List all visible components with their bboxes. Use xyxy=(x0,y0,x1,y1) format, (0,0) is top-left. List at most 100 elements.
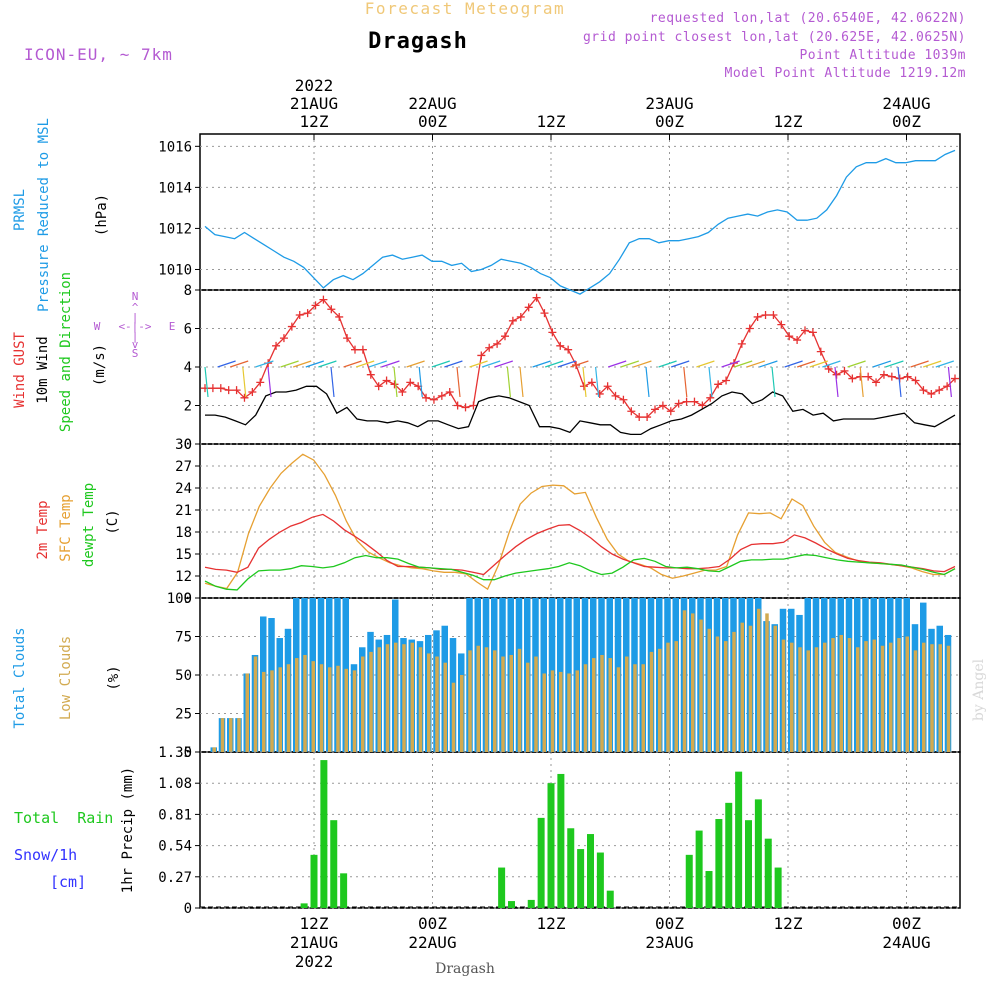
wind-line xyxy=(205,385,956,436)
low-cloud-bar xyxy=(402,644,406,752)
low-cloud-bar xyxy=(897,638,901,752)
wind-arrow-icon xyxy=(771,366,776,398)
gust-point xyxy=(848,374,857,383)
low-cloud-bar xyxy=(699,619,703,752)
wind-arrow-icon xyxy=(381,360,400,368)
x-bottom-label: 2022 xyxy=(295,952,334,971)
wind-arrow-icon xyxy=(582,366,587,398)
gust-point xyxy=(256,378,265,387)
low-cloud-bar xyxy=(707,628,711,752)
low-cloud-bar xyxy=(847,638,852,752)
gust-line xyxy=(205,296,956,418)
gust-point xyxy=(579,382,588,391)
low-cloud-bar xyxy=(509,654,513,752)
low-cloud-bar xyxy=(245,673,249,752)
rain-bar xyxy=(557,773,565,908)
low-cloud-bar xyxy=(633,664,637,752)
gust-point xyxy=(722,376,731,385)
gust-point xyxy=(216,384,225,393)
gust-point xyxy=(824,364,833,373)
gust-point xyxy=(351,345,359,354)
x-bottom-label: 12Z xyxy=(300,914,329,933)
wind-arrow-icon xyxy=(608,360,627,368)
low-cloud-bar xyxy=(806,650,810,752)
y-tick-label-0: 1012 xyxy=(158,221,192,237)
low-cloud-bar xyxy=(517,648,522,752)
gust-point xyxy=(651,405,659,414)
low-cloud-bar xyxy=(220,718,225,752)
low-cloud-bar xyxy=(798,647,802,752)
gust-point xyxy=(516,312,525,321)
gust-point xyxy=(461,403,470,412)
gust-point xyxy=(935,386,944,395)
gust-point xyxy=(698,401,707,410)
wind-arrow-icon xyxy=(230,360,249,368)
x-top-label: 00Z xyxy=(418,112,447,131)
gust-point xyxy=(927,389,936,398)
gust-point xyxy=(793,336,802,345)
gust-point xyxy=(469,401,478,410)
low-cloud-bar xyxy=(823,642,827,752)
wind-arrow-icon xyxy=(393,366,398,398)
wind-arrow-icon xyxy=(431,360,450,368)
gust-point xyxy=(335,312,344,321)
low-cloud-bar xyxy=(550,670,555,752)
y-tick-label-2: 24 xyxy=(175,481,192,497)
rain-bar xyxy=(330,820,338,908)
low-cloud-bar xyxy=(724,641,728,752)
low-cloud-bar xyxy=(856,647,860,752)
gust-point xyxy=(856,372,865,381)
y-tick-label-2: 12 xyxy=(175,569,192,585)
wind-arrow-icon xyxy=(847,360,866,368)
wind-arrow-icon xyxy=(696,360,715,368)
wind-arrow-icon xyxy=(923,360,942,368)
low-cloud-bar xyxy=(385,644,390,752)
x-top-label: 24AUG xyxy=(882,94,930,113)
low-cloud-bar xyxy=(682,610,687,752)
gust-point xyxy=(303,309,312,318)
gust-point xyxy=(737,339,746,348)
wind-arrow-icon xyxy=(645,366,650,398)
gust-point xyxy=(232,386,241,395)
gust-point xyxy=(864,372,873,381)
low-cloud-bar xyxy=(352,670,357,752)
gust-point xyxy=(343,334,352,343)
gust-point xyxy=(840,366,849,375)
gust-point xyxy=(390,380,399,389)
gust-point xyxy=(406,378,415,387)
low-cloud-bar xyxy=(493,650,497,752)
gust-point xyxy=(564,345,573,354)
low-cloud-bar xyxy=(930,644,934,752)
wind-arrow-icon xyxy=(305,360,324,368)
gust-point xyxy=(666,407,675,416)
gust-point xyxy=(872,378,881,387)
gust-point xyxy=(319,295,328,304)
low-cloud-bar xyxy=(295,658,299,752)
wind-arrow-icon xyxy=(494,360,513,368)
x-bottom-label: 21AUG xyxy=(290,933,338,952)
low-cloud-bar xyxy=(641,664,645,752)
gust-point xyxy=(240,393,249,402)
y-tick-label-2: 15 xyxy=(175,547,192,563)
rain-bar xyxy=(685,854,693,908)
gust-point xyxy=(753,312,762,321)
rain-bar xyxy=(754,799,762,908)
rain-bar xyxy=(745,820,752,908)
low-cloud-bar xyxy=(658,648,662,752)
gust-point xyxy=(374,382,383,391)
y-tick-label-4: 1.35 xyxy=(158,745,192,761)
wind-arrow-icon xyxy=(482,360,501,368)
gust-point xyxy=(635,413,644,422)
low-cloud-bar xyxy=(938,644,942,752)
low-cloud-bar xyxy=(790,642,794,752)
low-cloud-bar xyxy=(369,651,373,752)
y-tick-label-2: 18 xyxy=(175,525,192,541)
low-cloud-bar xyxy=(443,662,447,752)
x-top-label: 00Z xyxy=(892,112,921,131)
gust-point xyxy=(619,395,628,404)
wind-arrow-icon xyxy=(872,360,891,368)
wind-arrow-icon xyxy=(658,360,677,368)
low-cloud-bar xyxy=(872,639,876,752)
gust-point xyxy=(508,316,517,325)
